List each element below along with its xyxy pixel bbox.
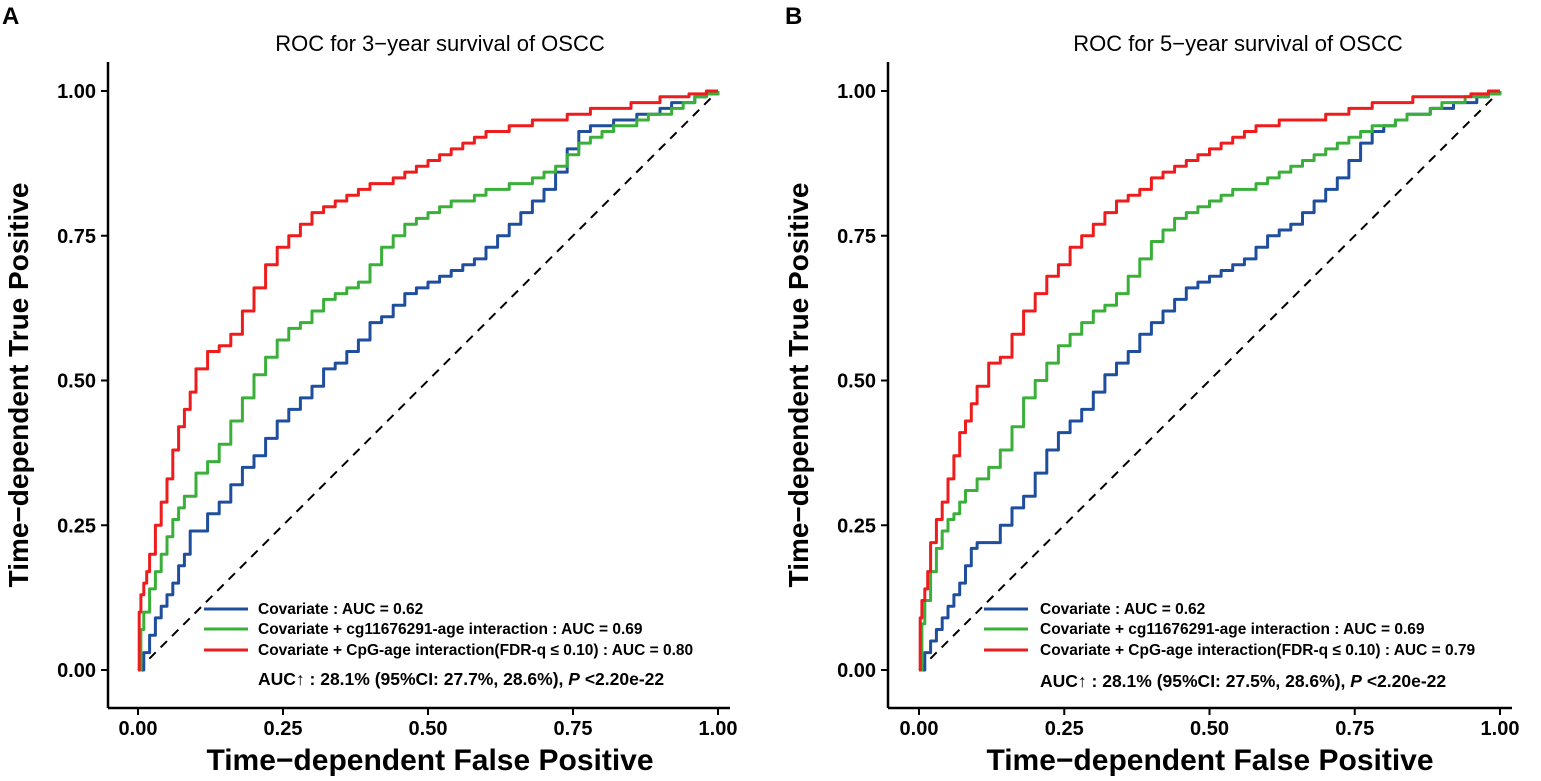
auc-improvement-note: AUC↑ : 28.1% (95%CI: 27.7%, 28.6%), P <2… <box>258 669 664 689</box>
roc-curve-series-3 <box>918 89 1500 672</box>
y-axis-label: Time−dependent True Positive <box>3 183 34 588</box>
x-tick-label: 0.00 <box>900 718 939 740</box>
x-tick-label: 0.75 <box>554 718 593 740</box>
auc-note-prefix: AUC↑ : 28.1% (95%CI: 27.7%, 28.6%), <box>258 669 568 689</box>
y-axis-label: Time−dependent True Positive <box>783 183 814 588</box>
x-tick-label: 0.25 <box>1045 718 1084 740</box>
panel-letter: A <box>2 3 19 30</box>
legend-entry: Covariate + cg11676291-age interaction :… <box>1040 621 1425 638</box>
x-tick-label: 0.00 <box>119 718 158 740</box>
x-tick-label: 0.75 <box>1335 718 1374 740</box>
auc-note-p-value: <2.20e-22 <box>1362 671 1446 691</box>
y-tick-label: 1.00 <box>837 81 876 103</box>
auc-note-prefix: AUC↑ : 28.1% (95%CI: 27.5%, 28.6%), <box>1040 671 1350 691</box>
y-tick-label: 1.00 <box>57 81 96 103</box>
x-tick-label: 1.00 <box>1481 718 1520 740</box>
roc-panel-a: A ROC for 3−year survival of OSCC 0.00 0.25… <box>2 3 738 777</box>
legend-entry: Covariate : AUC = 0.62 <box>1040 601 1205 618</box>
x-axis-label: Time−dependent False Positive <box>206 744 653 776</box>
reference-diagonal-line <box>137 90 719 671</box>
legend-entry: Covariate + CpG-age interaction(FDR-q ≤ … <box>1040 642 1476 659</box>
y-tick-label: 0.00 <box>837 660 876 682</box>
roc-curve-series-3 <box>137 89 718 672</box>
y-tick-label: 0.25 <box>57 515 96 537</box>
roc-curve-series-1 <box>138 91 720 672</box>
y-tick-label: 0.50 <box>57 371 96 393</box>
roc-curve-series-1 <box>919 91 1502 672</box>
panel-letter: B <box>785 3 802 30</box>
y-tick-label: 0.00 <box>57 660 96 682</box>
roc-curve-series-2 <box>138 91 720 672</box>
auc-note-p-label: P <box>1350 671 1362 691</box>
x-axis-label: Time−dependent False Positive <box>986 744 1433 776</box>
y-tick-label: 0.75 <box>837 226 876 248</box>
x-tick-label: 0.25 <box>264 718 303 740</box>
y-tick-label: 0.25 <box>837 515 876 537</box>
chart-title: ROC for 3−year survival of OSCC <box>275 31 605 56</box>
x-tick-label: 0.50 <box>1190 718 1229 740</box>
legend-entry: Covariate : AUC = 0.62 <box>258 601 423 618</box>
x-tick-label: 1.00 <box>699 718 738 740</box>
roc-curve-series-2 <box>919 91 1502 672</box>
y-tick-label: 0.50 <box>837 371 876 393</box>
x-tick-label: 0.50 <box>409 718 448 740</box>
legend-entry: Covariate + cg11676291-age interaction :… <box>258 621 643 638</box>
auc-improvement-note: AUC↑ : 28.1% (95%CI: 27.5%, 28.6%), P <2… <box>1040 671 1446 691</box>
auc-note-p-label: P <box>568 669 580 689</box>
y-tick-label: 0.75 <box>57 226 96 248</box>
auc-note-p-value: <2.20e-22 <box>580 669 664 689</box>
chart-title: ROC for 5−year survival of OSCC <box>1073 31 1403 56</box>
reference-diagonal-line <box>918 90 1501 671</box>
legend-entry: Covariate + CpG-age interaction(FDR-q ≤ … <box>258 642 693 659</box>
roc-panel-b: B ROC for 5−year survival of OSCC 0.00 0.25… <box>783 3 1520 777</box>
